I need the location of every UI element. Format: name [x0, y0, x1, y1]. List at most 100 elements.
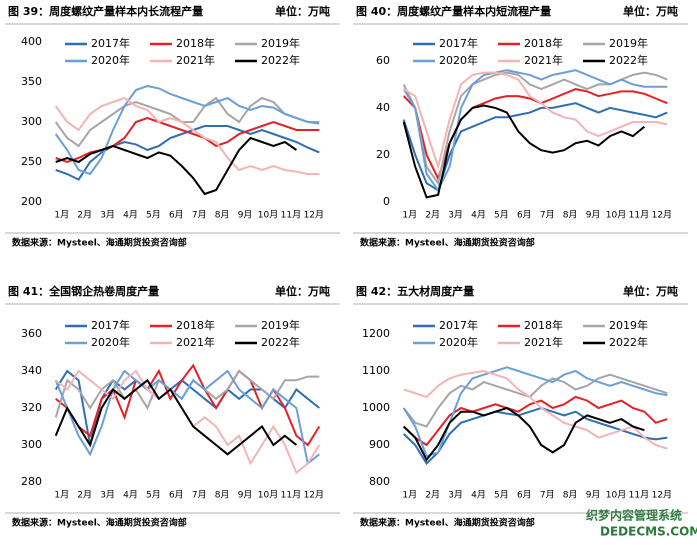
series-line	[402, 69, 668, 193]
legend-label: 2017年	[439, 318, 478, 332]
y-tick-label: 1000	[362, 401, 390, 414]
y-tick-label: 400	[21, 35, 42, 48]
x-tick-label: 2月	[77, 210, 92, 221]
x-tick-label: 3月	[448, 490, 463, 501]
series-line	[403, 406, 668, 466]
watermark: 织梦内容管理系统	[586, 508, 682, 523]
y-tick-label: 320	[21, 401, 42, 414]
x-tick-label: 11月	[629, 210, 649, 221]
legend-label: 2017年	[91, 318, 130, 332]
x-tick-label: 6月	[517, 490, 532, 501]
y-tick-label: 300	[21, 438, 42, 451]
x-tick-label: 7月	[540, 490, 555, 501]
series-line	[403, 369, 668, 450]
legend-label: 2022年	[609, 335, 648, 349]
x-tick-label: 11月	[281, 210, 301, 221]
legend-label: 2022年	[261, 335, 300, 349]
legend-label: 2019年	[609, 318, 648, 332]
y-tick-label: 360	[21, 327, 42, 340]
legend-label: 2018年	[176, 318, 215, 332]
chart-title: 图 40：周度螺纹产量样本内短流程产量	[356, 4, 551, 18]
x-tick-label: 7月	[192, 210, 207, 221]
x-tick-label: 5月	[494, 210, 509, 221]
y-tick-label: 300	[21, 115, 42, 128]
x-tick-label: 8月	[563, 490, 578, 501]
legend-label: 2022年	[261, 53, 300, 67]
x-tick-label: 4月	[471, 210, 486, 221]
x-tick-label: 9月	[586, 210, 601, 221]
source: 数据来源：Mysteel、海通期货投资咨询部	[12, 237, 187, 249]
y-tick-label: 340	[21, 364, 42, 377]
x-tick-label: 4月	[471, 490, 486, 501]
series-line	[403, 406, 645, 462]
x-tick-label: 1月	[402, 490, 417, 501]
y-tick-label: 0	[383, 195, 390, 208]
y-tick-label: 350	[21, 75, 42, 88]
x-tick-label: 12月	[652, 490, 672, 501]
legend-label: 2019年	[609, 36, 648, 50]
legend-label: 2018年	[524, 318, 563, 332]
x-tick-label: 6月	[169, 210, 184, 221]
x-tick-label: 10月	[258, 490, 278, 501]
source: 数据来源：Mysteel、海通期货投资咨询部	[12, 517, 187, 529]
x-tick-label: 7月	[192, 490, 207, 501]
x-tick-label: 1月	[54, 210, 69, 221]
x-tick-label: 5月	[494, 490, 509, 501]
x-tick-label: 2月	[425, 490, 440, 501]
x-tick-label: 10月	[606, 210, 626, 221]
series-line	[402, 104, 646, 199]
legend-label: 2020年	[91, 53, 130, 67]
legend-label: 2022年	[609, 53, 648, 67]
legend-label: 2021年	[176, 335, 215, 349]
series-line	[403, 71, 668, 171]
x-tick-label: 5月	[146, 490, 161, 501]
series-line	[55, 363, 321, 447]
unit: 单位：万吨	[275, 4, 330, 18]
source: 数据来源：Mysteel、海通期货投资咨询部	[360, 237, 535, 249]
chart-title: 图 42：五大材周度产量	[356, 284, 474, 298]
x-tick-label: 11月	[281, 490, 301, 501]
x-tick-label: 3月	[100, 490, 115, 501]
x-tick-label: 10月	[258, 210, 278, 221]
y-tick-label: 1200	[362, 327, 390, 340]
watermark: DEDECMS.COM	[600, 525, 697, 539]
x-tick-label: 5月	[146, 210, 161, 221]
x-tick-label: 4月	[123, 490, 138, 501]
legend-label: 2020年	[439, 53, 478, 67]
y-tick-label: 200	[21, 195, 42, 208]
legend-label: 2019年	[261, 318, 300, 332]
x-tick-label: 3月	[100, 210, 115, 221]
legend-label: 2018年	[176, 36, 215, 50]
y-tick-label: 60	[376, 54, 390, 67]
unit: 单位：万吨	[623, 4, 678, 18]
series-line	[402, 102, 668, 192]
legend-label: 2020年	[439, 335, 478, 349]
series-line	[402, 71, 668, 186]
x-tick-label: 1月	[54, 490, 69, 501]
legend-label: 2020年	[91, 335, 130, 349]
y-tick-label: 280	[21, 475, 42, 488]
series-line	[54, 378, 298, 456]
chart-title: 图 39：周度螺纹产量样本内长流程产量	[8, 4, 203, 18]
legend-label: 2021年	[524, 335, 563, 349]
x-tick-label: 2月	[77, 490, 92, 501]
legend-label: 2019年	[261, 36, 300, 50]
x-tick-label: 8月	[563, 210, 578, 221]
source: 数据来源：Mysteel、海通期货投资咨询部	[360, 517, 535, 529]
series-line	[54, 96, 320, 148]
x-tick-label: 11月	[629, 490, 649, 501]
x-tick-label: 12月	[652, 210, 672, 221]
series-line	[402, 373, 668, 428]
chart-title: 图 41：全国钢企热卷周度产量	[8, 284, 159, 298]
x-tick-label: 7月	[540, 210, 555, 221]
unit: 单位：万吨	[623, 284, 678, 298]
legend-label: 2017年	[91, 36, 130, 50]
x-tick-label: 9月	[586, 490, 601, 501]
legend-label: 2017年	[439, 36, 478, 50]
series-line	[54, 369, 320, 466]
legend-label: 2018年	[524, 36, 563, 50]
y-tick-label: 800	[369, 475, 390, 488]
x-tick-label: 6月	[169, 490, 184, 501]
y-tick-label: 1100	[362, 364, 390, 377]
